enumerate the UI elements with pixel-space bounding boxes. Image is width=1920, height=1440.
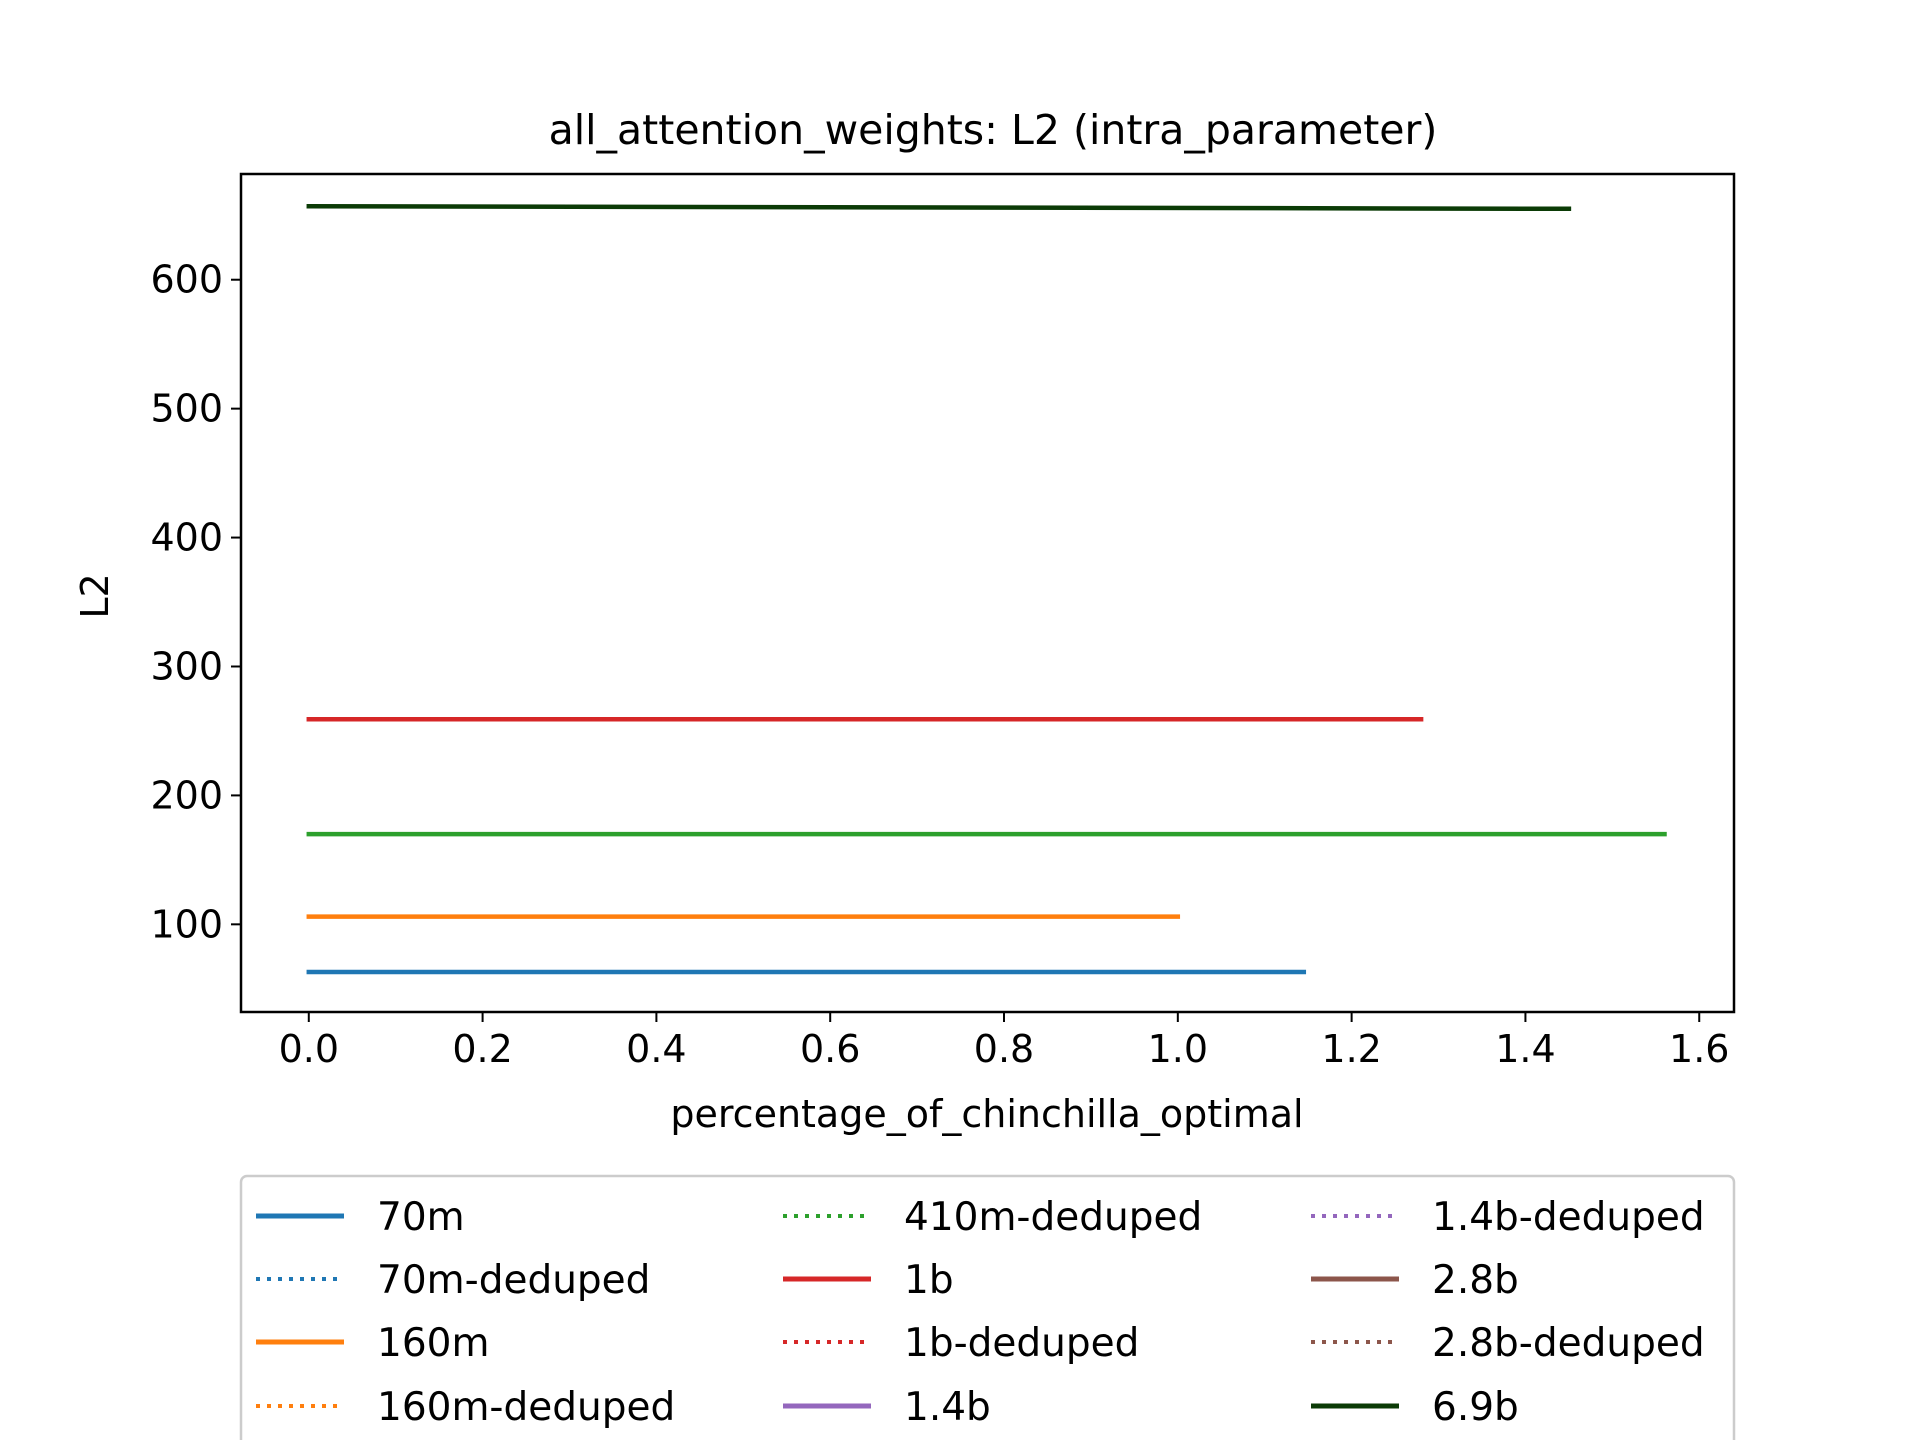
- legend-label-1b: 1b: [904, 1258, 954, 1303]
- y-tick-label: 200: [150, 773, 223, 817]
- legend-frame: [239, 1174, 1736, 1440]
- legend-label-160m-deduped: 160m-deduped: [377, 1385, 675, 1430]
- x-tick-label: 0.4: [626, 1027, 686, 1071]
- x-tick-label: 0.8: [974, 1027, 1034, 1071]
- y-axis: 100 200 300 400 500 600: [150, 258, 241, 946]
- legend-label-70m-deduped: 70m-deduped: [377, 1258, 650, 1303]
- x-tick-label: 1.6: [1669, 1027, 1729, 1071]
- x-tick-label: 1.4: [1495, 1027, 1555, 1071]
- x-axis-label: percentage_of_chinchilla_optimal: [670, 1092, 1303, 1136]
- legend-label-2-8b-deduped: 2.8b-deduped: [1432, 1321, 1705, 1366]
- legend-label-1-4b-deduped: 1.4b-deduped: [1432, 1195, 1705, 1240]
- legend-label-1-4b: 1.4b: [904, 1385, 991, 1430]
- y-tick-label: 400: [150, 516, 223, 560]
- legend-label-70m: 70m: [377, 1195, 465, 1240]
- x-axis: 0.0 0.2 0.4 0.6 0.8 1.0 1.2 1.4 1.6: [279, 1012, 1729, 1071]
- legend-label-2-8b: 2.8b: [1432, 1258, 1519, 1303]
- y-tick-label: 300: [150, 644, 223, 688]
- y-tick-label: 600: [150, 258, 223, 302]
- y-axis-label: L2: [73, 573, 117, 618]
- series-line-6-9b: [306, 203, 1572, 212]
- x-tick-label: 1.2: [1321, 1027, 1381, 1071]
- chart-title: all_attention_weights: L2 (intra_paramet…: [549, 106, 1438, 154]
- legend-items: 70m 70m-deduped 160m 160m-deduped 410m-dedup…: [256, 1195, 1705, 1430]
- legend-label-410m-deduped: 410m-deduped: [904, 1195, 1202, 1240]
- y-tick-label: 100: [150, 902, 223, 946]
- legend-label-160m: 160m: [377, 1321, 489, 1366]
- legend: 70m 70m-deduped 160m 160m-deduped 410m-dedup…: [239, 1174, 1736, 1440]
- plot-frame: [239, 172, 1736, 1014]
- y-tick-label: 500: [150, 387, 223, 431]
- x-tick-label: 0.0: [279, 1027, 339, 1071]
- x-tick-label: 0.6: [800, 1027, 860, 1071]
- legend-label-6-9b: 6.9b: [1432, 1385, 1519, 1430]
- x-tick-label: 1.0: [1148, 1027, 1208, 1071]
- legend-label-1b-deduped: 1b-deduped: [904, 1321, 1139, 1366]
- x-tick-label: 0.2: [452, 1027, 512, 1071]
- plot-lines: [306, 203, 1667, 975]
